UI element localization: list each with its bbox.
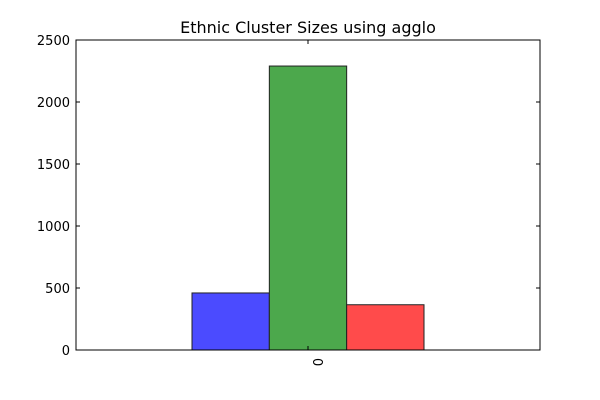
bar-series-0 xyxy=(191,292,270,351)
y-tick-label: 0 xyxy=(62,344,70,359)
plot-frame xyxy=(75,39,541,351)
bar-series-2 xyxy=(346,304,425,351)
y-tick-label: 2500 xyxy=(37,34,70,49)
y-tick-label: 2000 xyxy=(37,96,70,111)
chart-title: Ethnic Cluster Sizes using agglo xyxy=(180,18,436,37)
y-tick-label: 1500 xyxy=(37,158,70,173)
y-tick-label: 1000 xyxy=(37,220,70,235)
bar-series-1 xyxy=(268,65,348,351)
y-tick-label: 500 xyxy=(45,282,70,297)
x-tick-label: 0 xyxy=(309,358,324,366)
